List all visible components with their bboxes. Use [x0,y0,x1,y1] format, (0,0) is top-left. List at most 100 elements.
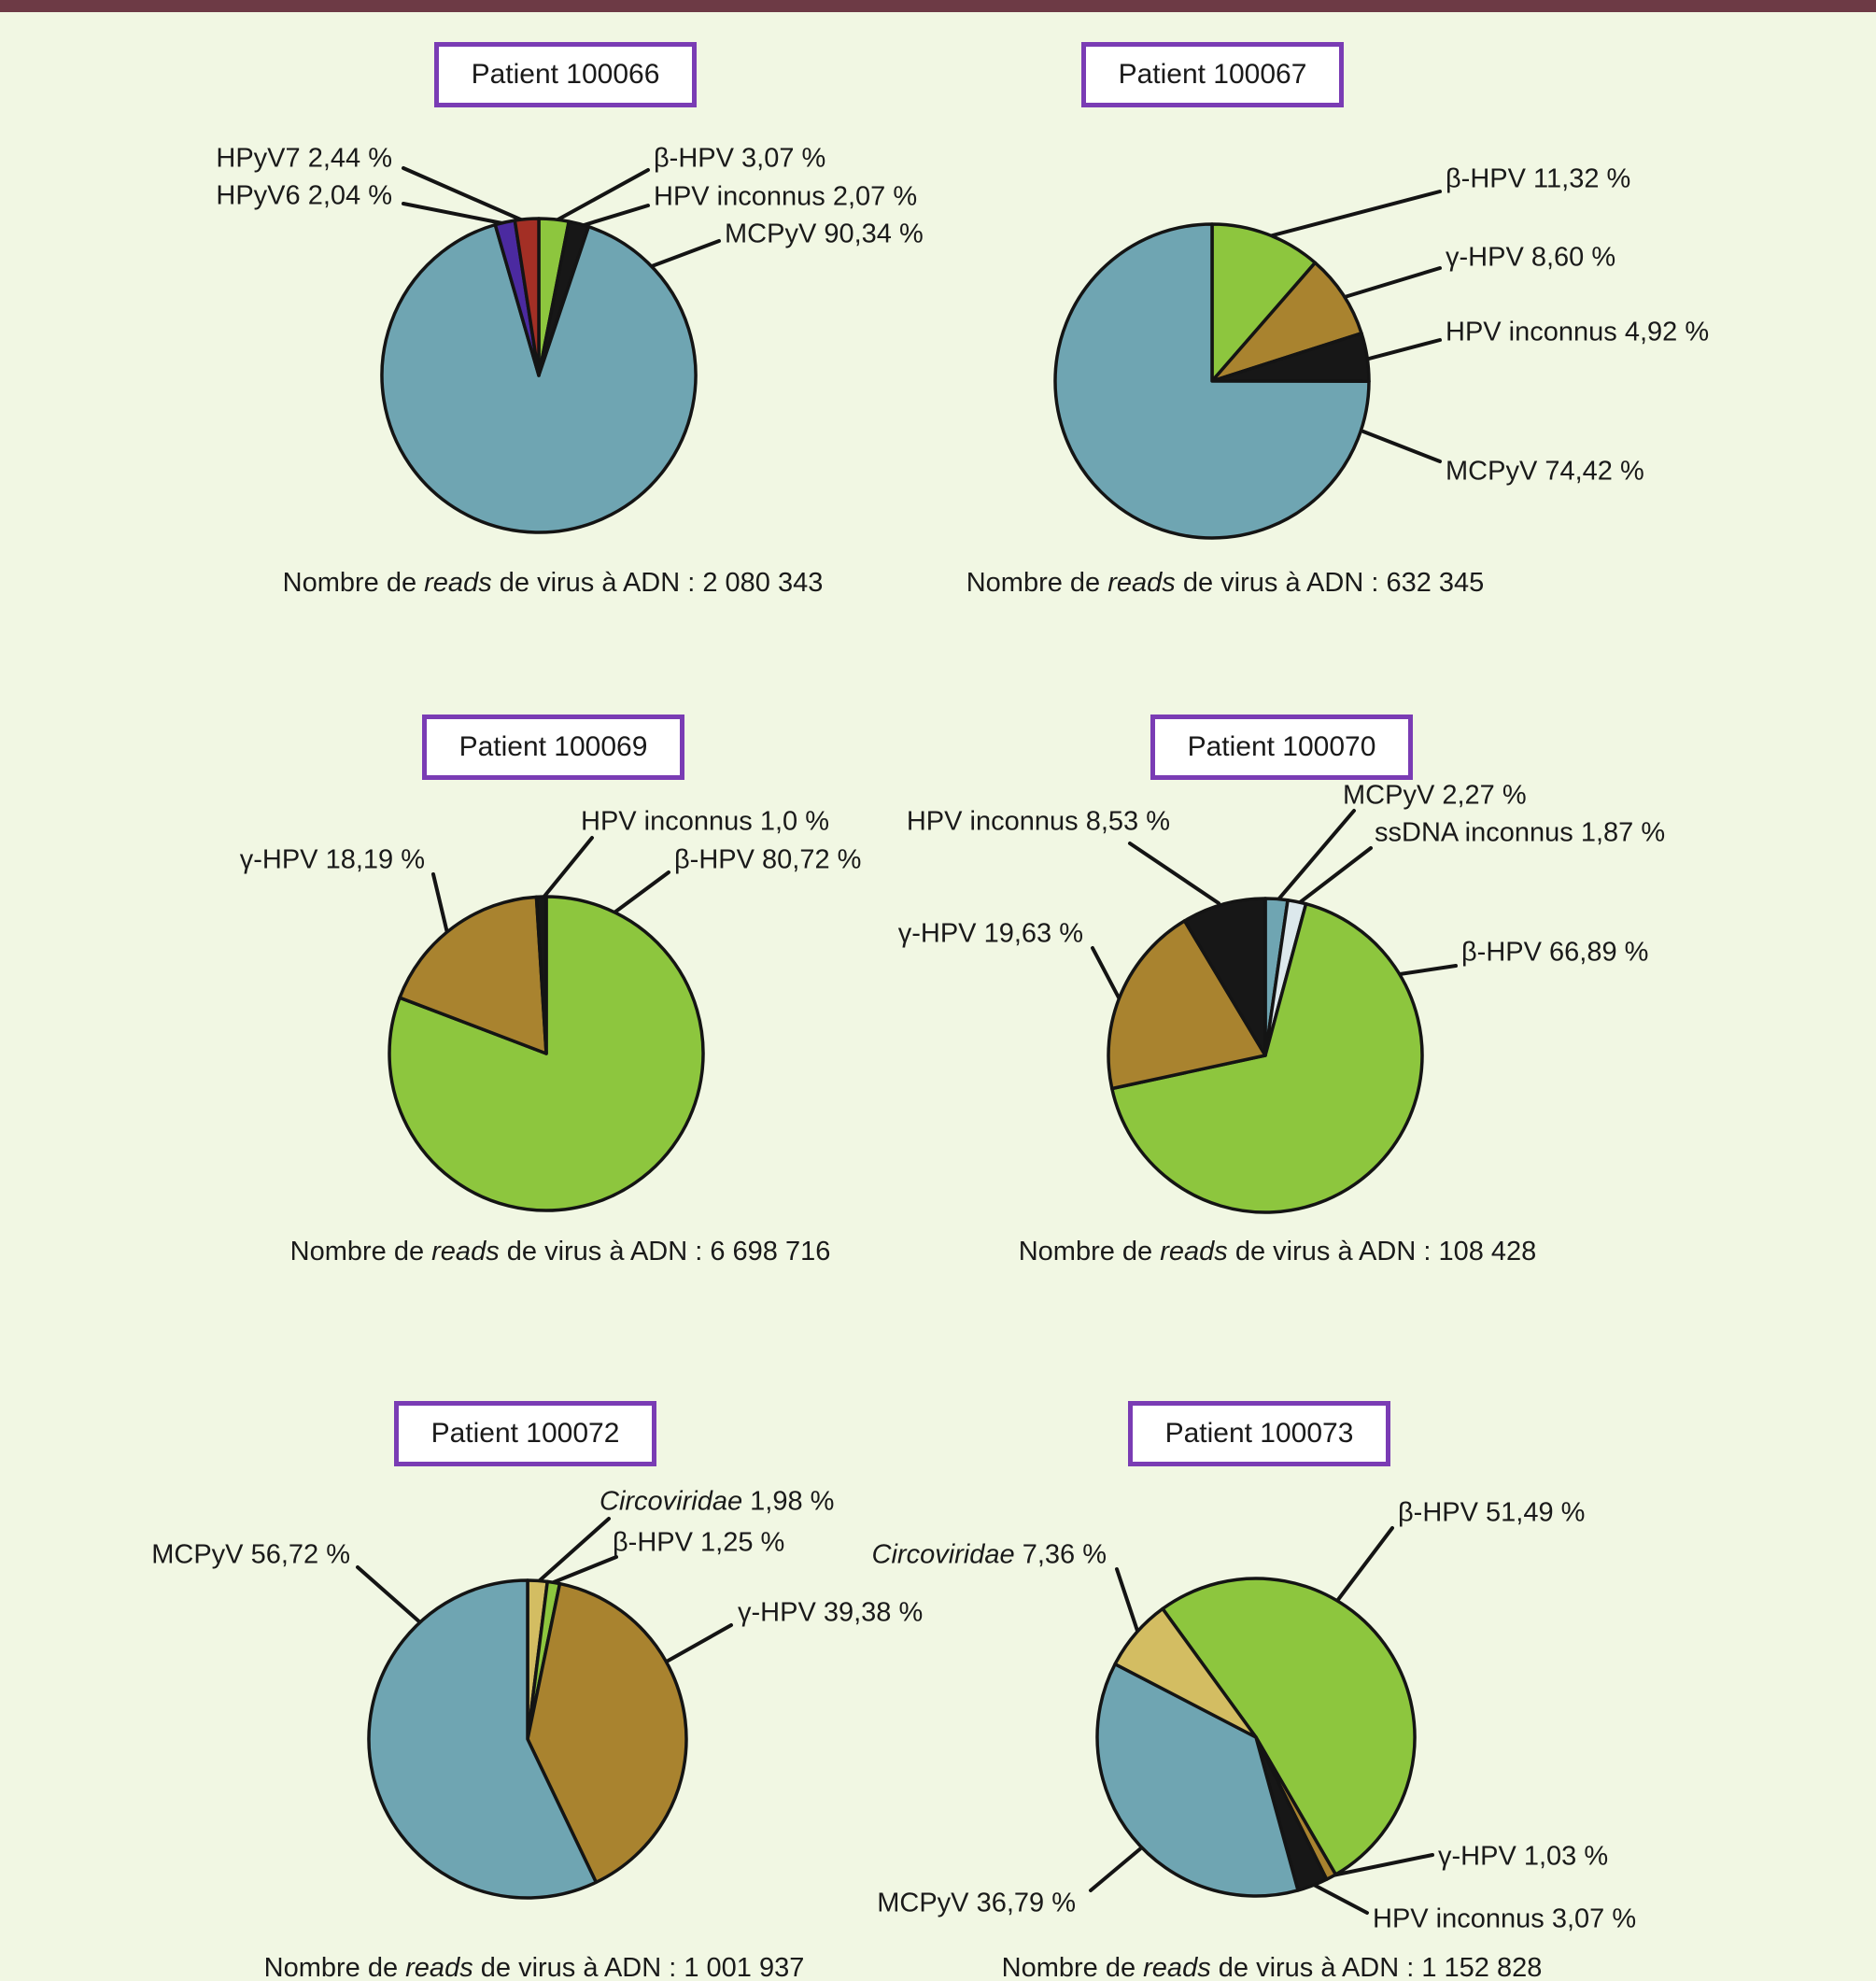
slice-label-gamma-hpv-patient-100070: γ-HPV 19,63 % [898,918,1083,949]
pie-slice-beta-hpv [388,895,705,1212]
slice-label-hpv-inconnus-patient-100070: HPV inconnus 8,53 % [907,806,1170,837]
slice-name: β-HPV [1461,937,1542,968]
pie-patient-100073 [1095,1577,1417,1898]
caption-suffix: de virus à ADN : [1175,568,1387,598]
slice-name: HPyV6 [216,180,301,211]
slice-percent: 56,72 % [250,1539,350,1570]
reads-caption-patient-100072: Nombre de reads de virus à ADN : 1 001 9… [264,1953,805,1981]
caption-prefix: Nombre de [1018,1237,1161,1266]
slice-name: Circoviridae [871,1539,1015,1570]
slice-name: γ-HPV [1438,1841,1516,1872]
slice-label-mcpyv-patient-100066: MCPyV 90,34 % [725,219,924,249]
patient-label: Patient 100072 [430,1418,620,1449]
slice-percent: 1,0 % [759,806,830,837]
pie-slice-hpyv7 [513,217,541,377]
pie-patient-100069 [388,895,705,1212]
pie-patient-100070 [1107,897,1424,1214]
pie-patient-100072 [367,1578,688,1900]
slice-percent: 2,44 % [307,143,392,174]
slice-label-hpyv6-patient-100066: HPyV6 2,04 % [216,180,392,211]
slice-percent: 19,63 % [983,918,1083,949]
pie-slice-mcpyv [1263,897,1290,1057]
caption-prefix: Nombre de [282,568,425,598]
slice-label-mcpyv-patient-100073: MCPyV 36,79 % [877,1888,1076,1918]
patient-label: Patient 100069 [458,731,648,762]
pie-slice-beta-hpv [526,1579,562,1741]
caption-italic-word: reads [1107,568,1176,598]
slice-name: γ-HPV [738,1597,816,1628]
pie-slice-hpv-inconnus [534,895,548,1055]
pie-slice-mcpyv [1053,222,1371,540]
slice-name: β-HPV [1398,1497,1478,1528]
slice-name: MCPyV [1446,456,1538,487]
caption-reads-total: 108 428 [1438,1237,1537,1266]
slice-name: MCPyV [725,219,817,249]
slice-label-hpv-inconnus-patient-100073: HPV inconnus 3,07 % [1373,1903,1636,1934]
slice-name: γ-HPV [897,918,977,949]
slice-name: ssDNA inconnus [1375,817,1573,848]
slice-percent: 39,38 % [823,1597,924,1628]
pie-slice-mcpyv [380,222,698,534]
caption-italic-word: reads [1160,1237,1228,1266]
slice-label-mcpyv-patient-100067: MCPyV 74,42 % [1446,456,1644,487]
patient-label-box-patient-100066: Patient 100066 [434,42,697,107]
slice-label-hpyv7-patient-100066: HPyV7 2,44 % [216,143,392,174]
caption-prefix: Nombre de [1001,1953,1144,1981]
reads-caption-patient-100069: Nombre de reads de virus à ADN : 6 698 7… [290,1237,831,1267]
slice-percent: 8,53 % [1085,806,1170,837]
pie-slice-circoviridae [526,1578,549,1741]
caption-italic-word: reads [431,1237,500,1266]
caption-reads-total: 1 001 937 [684,1953,805,1981]
slice-name: Circoviridae [599,1486,743,1517]
slice-name: HPyV7 [216,143,301,174]
slice-percent: 90,34 % [824,219,924,249]
pie-patient-100067 [1053,222,1371,540]
patient-label: Patient 100066 [471,59,660,90]
reads-caption-patient-100070: Nombre de reads de virus à ADN : 108 428 [1019,1237,1537,1267]
caption-suffix: de virus à ADN : [473,1953,684,1981]
caption-italic-word: reads [405,1953,473,1981]
slice-name: MCPyV [151,1539,244,1570]
top-border-bar [0,0,1876,12]
slice-name: MCPyV [1343,780,1435,811]
pie-slice-beta-hpv [537,217,571,377]
slice-label-beta-hpv-patient-100066: β-HPV 3,07 % [654,143,825,174]
slice-label-circoviridae-patient-100072: Circoviridae 1,98 % [599,1486,834,1517]
caption-suffix: de virus à ADN : [499,1237,711,1266]
caption-italic-word: reads [1143,1953,1211,1981]
pie-slice-hpv-inconnus [1254,1735,1329,1892]
slice-percent: 66,89 % [1549,937,1649,968]
slice-label-beta-hpv-patient-100070: β-HPV 66,89 % [1461,937,1648,968]
slice-label-hpv-inconnus-patient-100067: HPV inconnus 4,92 % [1446,317,1709,347]
slice-label-gamma-hpv-patient-100072: γ-HPV 39,38 % [738,1597,923,1628]
pie-slice-hpyv6 [493,219,541,377]
patient-label: Patient 100073 [1164,1418,1354,1449]
slice-name: β-HPV [654,143,734,174]
reads-caption-patient-100073: Nombre de reads de virus à ADN : 1 152 8… [1002,1953,1543,1981]
slice-name: β-HPV [674,844,755,875]
slice-label-ssdna-inconnus-patient-100070: ssDNA inconnus 1,87 % [1375,817,1665,848]
slice-label-mcpyv-patient-100072: MCPyV 56,72 % [151,1539,350,1570]
slice-name: γ-HPV [239,844,318,875]
slice-percent: 1,03 % [1523,1841,1609,1872]
slice-label-beta-hpv-patient-100073: β-HPV 51,49 % [1398,1497,1585,1528]
pie-slice-gamma-hpv [398,895,548,1055]
slice-label-circoviridae-patient-100073: Circoviridae 7,36 % [872,1539,1107,1570]
caption-italic-word: reads [424,568,492,598]
pie-slice-beta-hpv [1110,901,1424,1214]
caption-suffix: de virus à ADN : [1227,1237,1439,1266]
slice-percent: 11,32 % [1533,163,1631,194]
slice-label-mcpyv-patient-100070: MCPyV 2,27 % [1343,780,1527,811]
slice-percent: 51,49 % [1486,1497,1586,1528]
pie-patient-100066 [380,217,698,534]
reads-caption-patient-100067: Nombre de reads de virus à ADN : 632 345 [966,568,1485,599]
pie-slice-gamma-hpv [1254,1735,1338,1881]
